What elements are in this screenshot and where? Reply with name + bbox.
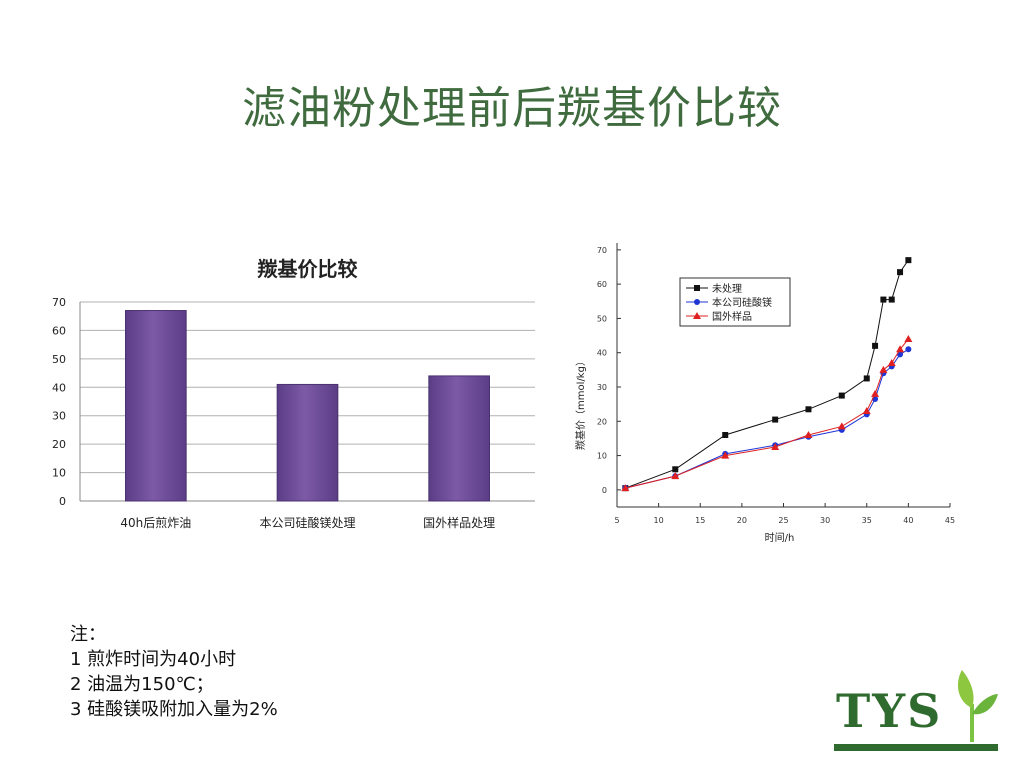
data-point	[621, 484, 630, 492]
series-2	[622, 346, 912, 492]
data-point	[722, 432, 729, 438]
note-line: 2 油温为150℃；	[70, 674, 214, 695]
data-point	[671, 472, 680, 480]
x-axis-label: 时间/h	[765, 531, 795, 544]
data-point	[772, 416, 779, 423]
data-point	[904, 335, 913, 342]
sprout-icon	[957, 670, 998, 742]
bar	[125, 310, 187, 502]
data-point	[672, 466, 679, 473]
y-tick-label: 70	[52, 296, 66, 309]
data-point	[879, 365, 888, 373]
bar-chart: 羰基价比较 0 10 20 30 40 50 60 70 40h后煎炸油 本公司硅酸镁处理 国外样品处…	[52, 257, 535, 530]
data-point	[888, 296, 895, 303]
y-tick-label: 30	[597, 383, 607, 392]
x-category-label: 国外样品处理	[423, 515, 495, 530]
x-tick-label: 20	[737, 516, 747, 525]
x-tick-label: 40	[903, 516, 913, 525]
legend-label: 国外样品	[712, 310, 752, 323]
y-tick-label: 60	[597, 280, 607, 289]
x-tick-label: 25	[778, 516, 788, 525]
y-tick-label: 70	[597, 246, 607, 255]
bar	[428, 375, 491, 502]
chart-title: 羰基价比较	[257, 257, 358, 281]
series-line	[625, 259, 909, 489]
data-point	[880, 296, 887, 303]
series-3	[621, 335, 913, 492]
x-tick-label: 5	[614, 516, 619, 525]
note-line: 1 煎炸时间为40小时	[70, 649, 237, 670]
data-point	[804, 431, 813, 438]
y-tick-label: 10	[597, 452, 607, 461]
data-point	[896, 345, 905, 353]
y-tick-label: 0	[602, 486, 607, 495]
data-point	[838, 392, 845, 399]
y-tick-label: 30	[52, 410, 66, 423]
x-tick-label: 10	[654, 516, 664, 525]
company-logo: TYS	[832, 664, 1002, 756]
x-category-label: 本公司硅酸镁处理	[259, 515, 355, 530]
line-chart: 0 10 20 30 40 50 60 70 5 10 15 20 25 30 35 40 45 时间/h 羰基价（…	[574, 243, 955, 544]
series-line	[625, 338, 909, 489]
y-axis-label: 羰基价（mmol/kg）	[574, 356, 587, 450]
data-point	[837, 422, 846, 430]
y-tick-label: 10	[52, 467, 66, 480]
data-point	[871, 389, 880, 397]
series-line	[625, 348, 909, 489]
data-point	[905, 257, 912, 264]
legend-label: 本公司硅酸镁	[712, 296, 772, 309]
note-heading: 注：	[70, 624, 106, 645]
data-point	[863, 375, 870, 382]
data-point	[721, 451, 730, 459]
y-tick-label: 40	[597, 349, 607, 358]
data-point	[897, 351, 904, 358]
bar	[276, 383, 339, 502]
data-point	[805, 406, 812, 413]
data-point	[771, 443, 780, 450]
y-tick-label: 50	[597, 314, 607, 323]
data-point	[887, 359, 896, 366]
y-tick-label: 20	[52, 438, 66, 451]
legend-label: 未处理	[712, 283, 742, 295]
data-point	[872, 342, 879, 349]
data-point	[897, 269, 904, 276]
logo-text: TYS	[836, 684, 943, 738]
data-point	[694, 285, 700, 291]
y-tick-label: 20	[597, 417, 607, 426]
y-tick-label: 60	[52, 324, 66, 337]
data-point	[693, 312, 701, 319]
note-line: 3 硅酸镁吸附加入量为2%	[70, 699, 278, 720]
y-tick-label: 40	[52, 381, 66, 394]
slide-title: 滤油粉处理前后羰基价比较	[242, 83, 782, 134]
data-point	[905, 346, 912, 353]
y-tick-label: 50	[52, 353, 66, 366]
x-tick-label: 30	[820, 516, 830, 525]
x-category-label: 40h后煎炸油	[120, 515, 191, 530]
x-tick-label: 15	[695, 516, 705, 525]
x-tick-label: 45	[945, 516, 955, 525]
x-tick-label: 35	[862, 516, 872, 525]
data-point	[862, 407, 871, 414]
data-point	[694, 299, 700, 305]
logo-underline	[834, 744, 998, 751]
y-tick-label: 0	[59, 495, 66, 508]
notes: 注： 1 煎炸时间为40小时 2 油温为150℃； 3 硅酸镁吸附加入量为2%	[70, 622, 278, 722]
